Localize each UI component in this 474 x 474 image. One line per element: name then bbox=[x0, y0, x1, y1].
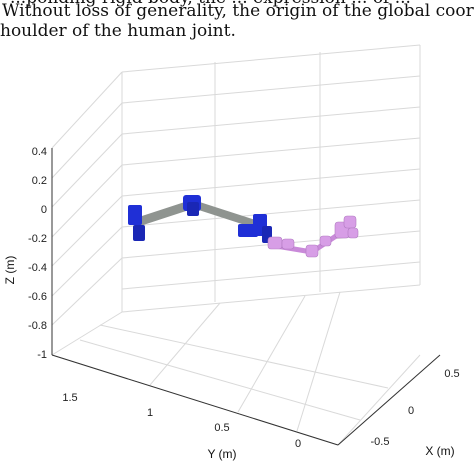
robot-link-2 bbox=[189, 200, 262, 229]
x-tick-1: 0 bbox=[408, 405, 414, 417]
plot-grid bbox=[51, 44, 421, 446]
z-axis-ticks: 0.4 0.2 0 -0.2 -0.4 -0.6 -0.8 -1 bbox=[28, 146, 47, 361]
y-tick-3: 0 bbox=[295, 438, 301, 450]
x-tick-2: -0.5 bbox=[371, 436, 390, 448]
z-tick-6: -0.8 bbox=[28, 320, 47, 332]
z-tick-4: -0.4 bbox=[28, 262, 47, 274]
z-tick-5: -0.6 bbox=[28, 291, 47, 303]
x-axis-label: X (m) bbox=[425, 444, 454, 458]
z-tick-1: 0.2 bbox=[32, 175, 47, 187]
y-tick-2: 0.5 bbox=[214, 422, 229, 434]
x-tick-0: 0.5 bbox=[444, 368, 459, 380]
z-tick-0: 0.4 bbox=[32, 146, 47, 158]
human-joint-shoulder bbox=[267, 236, 283, 250]
robot-joint-base bbox=[128, 205, 142, 225]
robot-arm bbox=[128, 195, 272, 243]
caption-line-1: Without loss of generality, the origin o… bbox=[2, 1, 474, 21]
human-joint-elbow bbox=[305, 244, 319, 258]
caption-line-2: houlder of the human joint. bbox=[0, 21, 236, 41]
z-tick-7: -1 bbox=[37, 349, 47, 361]
human-arm bbox=[267, 215, 359, 258]
y-tick-1: 1 bbox=[147, 407, 153, 419]
y-axis-ticks: 1.5 1 0.5 0 bbox=[62, 392, 301, 450]
y-axis-label: Y (m) bbox=[207, 447, 236, 461]
human-joint-hand bbox=[343, 215, 357, 229]
human-joint-hand-lower bbox=[347, 227, 359, 239]
robot-joint-wrist-side bbox=[238, 224, 258, 237]
caption-line-0: ...ponding rigid body, the ... expressio… bbox=[10, 0, 411, 8]
y-tick-0: 1.5 bbox=[62, 392, 77, 404]
figure-caption: ...ponding rigid body, the ... expressio… bbox=[0, 0, 474, 50]
human-joint-forearm bbox=[319, 235, 332, 247]
axes bbox=[51, 148, 441, 446]
robot-joint-elbow-lower bbox=[187, 202, 199, 216]
z-axis-label: Z (m) bbox=[3, 256, 17, 285]
human-joint-upper bbox=[281, 238, 295, 250]
z-tick-3: -0.2 bbox=[28, 233, 47, 245]
x-axis-ticks: 0.5 0 -0.5 bbox=[371, 368, 460, 448]
robot-joint-base-lower bbox=[133, 225, 145, 241]
z-tick-2: 0 bbox=[41, 204, 47, 216]
